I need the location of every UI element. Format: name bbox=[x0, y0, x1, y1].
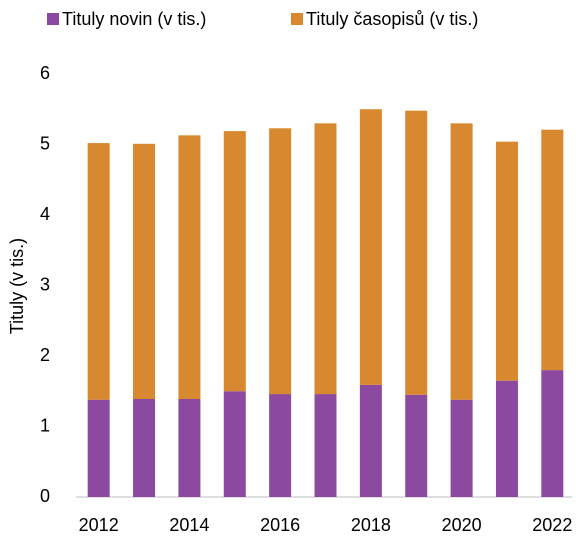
legend-swatch bbox=[47, 13, 59, 25]
y-tick-label: 3 bbox=[40, 274, 50, 294]
bar-segment bbox=[450, 399, 473, 497]
bar-segment bbox=[223, 391, 246, 497]
y-tick-label: 2 bbox=[40, 345, 50, 365]
y-tick-label: 0 bbox=[40, 486, 50, 506]
bar-segment bbox=[269, 128, 292, 395]
bar-segment bbox=[495, 141, 518, 381]
bar-segment bbox=[314, 123, 337, 395]
bar-segment bbox=[359, 109, 382, 385]
bar-segment bbox=[359, 384, 382, 497]
x-tick-label: 2012 bbox=[79, 515, 119, 535]
bar-segment bbox=[405, 394, 428, 497]
bar-segment bbox=[405, 110, 428, 395]
bar-segment bbox=[178, 399, 201, 497]
x-tick-label: 2018 bbox=[351, 515, 391, 535]
x-tick-label: 2014 bbox=[169, 515, 209, 535]
y-tick-label: 6 bbox=[40, 63, 50, 83]
y-tick-label: 5 bbox=[40, 133, 50, 153]
bar-segment bbox=[178, 135, 201, 400]
y-tick-label: 4 bbox=[40, 204, 50, 224]
bar-segment bbox=[87, 399, 110, 497]
bar-segment bbox=[314, 394, 337, 497]
bar-segment bbox=[541, 129, 564, 371]
bar-segment bbox=[223, 131, 246, 392]
x-tick-label: 2022 bbox=[532, 515, 572, 535]
bar-segment bbox=[450, 123, 473, 400]
legend-label: Tituly novin (v tis.) bbox=[62, 9, 206, 29]
x-tick-label: 2016 bbox=[260, 515, 300, 535]
bar-segment bbox=[495, 380, 518, 497]
y-axis-label: Tituly (v tis.) bbox=[7, 238, 27, 334]
y-tick-label: 1 bbox=[40, 415, 50, 435]
legend-swatch bbox=[291, 13, 303, 25]
x-tick-label: 2020 bbox=[442, 515, 482, 535]
bar-segment bbox=[541, 370, 564, 497]
bar-segment bbox=[133, 399, 156, 497]
bar-segment bbox=[133, 143, 156, 400]
legend-label: Tituly časopisů (v tis.) bbox=[306, 9, 478, 29]
bar-segment bbox=[87, 143, 110, 400]
bar-segment bbox=[269, 394, 292, 497]
